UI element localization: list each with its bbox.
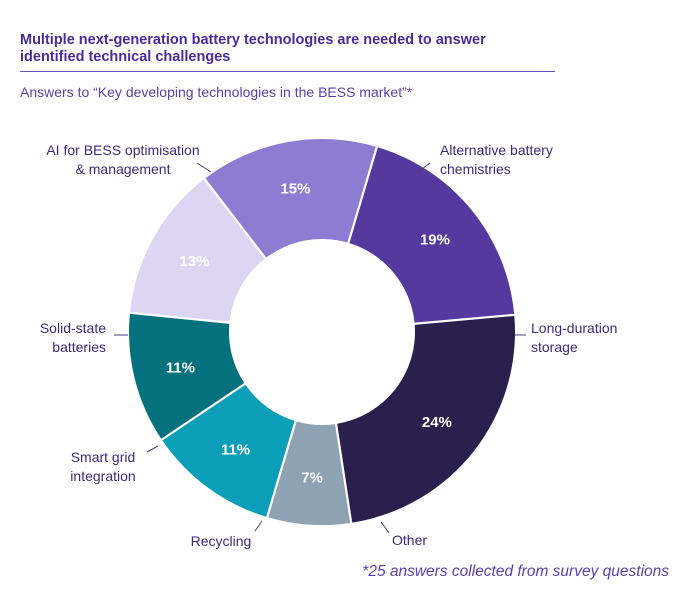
category-label-solid-state-batteries: Solid-state batteries: [40, 320, 106, 355]
category-label-alternative-battery-chemistries: Alternative battery chemistries: [440, 142, 553, 177]
leader-line-recycling: [254, 520, 263, 532]
footnote: *25 answers collected from survey questi…: [362, 563, 669, 580]
category-label-long-duration-storage: Long-duration storage: [531, 320, 617, 355]
slice-recycling: [162, 384, 295, 517]
category-label-smart-grid-integration: Smart grid integration: [70, 449, 135, 484]
slice-other: [268, 421, 351, 525]
slice-smart-grid-integration: [129, 313, 245, 439]
value-label-ai-for-bess-optimisation-and-management: 15%: [280, 180, 310, 197]
leader-line-ai-for-bess-optimisation-and-management: [196, 162, 212, 173]
category-label-other: Other: [392, 532, 427, 548]
title-divider: [20, 71, 555, 72]
value-label-recycling: 11%: [221, 442, 250, 459]
slice-ai-for-bess-optimisation-and-management: [205, 139, 376, 258]
value-label-long-duration-storage: 24%: [422, 414, 452, 431]
value-label-solid-state-batteries: 13%: [179, 253, 209, 270]
leader-line-other: [380, 521, 390, 534]
slice-alternative-battery-chemistries: [349, 147, 515, 323]
value-label-other: 7%: [301, 470, 323, 487]
value-label-alternative-battery-chemistries: 19%: [420, 232, 450, 249]
chart-title: Multiple next-generation battery technol…: [20, 32, 560, 66]
slice-solid-state-batteries: [130, 179, 265, 322]
chart-subtitle: Answers to “Key developing technologies …: [20, 84, 413, 100]
category-label-ai-for-bess-optimisation-and-management: AI for BESS optimisation & management: [46, 142, 199, 177]
value-label-smart-grid-integration: 11%: [166, 360, 195, 377]
chart-title-line-2: identified technical challenges: [20, 49, 231, 65]
category-label-recycling: Recycling: [191, 533, 252, 549]
leader-line-smart-grid-integration: [146, 445, 159, 453]
slice-long-duration-storage: [337, 315, 515, 523]
leader-line-alternative-battery-chemistries: [417, 162, 431, 173]
chart-title-line-1: Multiple next-generation battery technol…: [20, 32, 486, 48]
